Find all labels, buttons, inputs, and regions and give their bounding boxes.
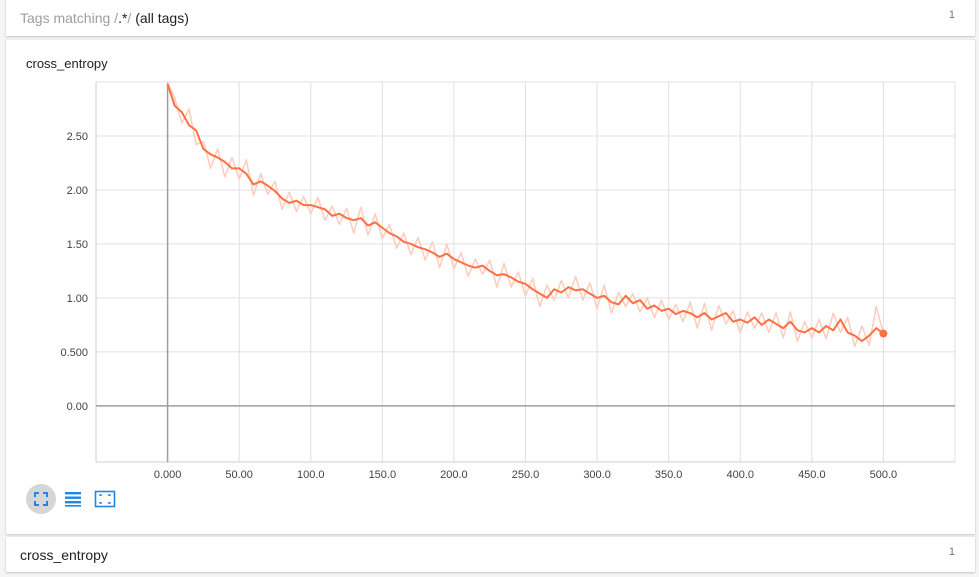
- y-tick-label: 2.00: [67, 185, 88, 197]
- x-tick-label: 450.0: [798, 469, 826, 481]
- expand-chart-icon: [34, 492, 48, 506]
- grid-lines: [95, 81, 956, 462]
- last-point-marker: [879, 329, 888, 338]
- x-tick-label: 350.0: [655, 469, 683, 481]
- x-tick-label: 0.000: [154, 469, 182, 481]
- raw-series-line: [166, 81, 885, 348]
- y-tick-label: 1.00: [67, 293, 88, 305]
- fit-domain-icon: [94, 490, 116, 508]
- raw-series: [166, 81, 885, 348]
- smoothed-series: [166, 83, 888, 343]
- y-tick-label: 2.50: [67, 131, 88, 143]
- smoothed-series-line: [166, 83, 885, 343]
- x-tick-label: 400.0: [726, 469, 754, 481]
- tag-filter-text[interactable]: Tags matching /.*/ (all tags): [20, 10, 189, 26]
- x-tick-label: 200.0: [440, 469, 468, 481]
- x-tick-label: 150.0: [369, 469, 397, 481]
- chart-axes: [95, 82, 955, 463]
- x-tick-label: 500.0: [870, 469, 898, 481]
- y-tick-label: 0.00: [67, 401, 88, 413]
- tick-labels: 0.00 0.500 1.00 1.50 2.00 2.50 0.000 50.00 100.0…: [60, 131, 897, 481]
- tag-group-header[interactable]: cross_entropy 1: [6, 537, 975, 572]
- tag-filter-pattern: .*: [118, 10, 128, 26]
- tag-group-count: 1: [948, 546, 955, 558]
- scalar-chart-card: 0.00 0.500 1.00 1.50 2.00 2.50 0.000 50.00 100.0…: [6, 40, 975, 534]
- expand-chart-button[interactable]: [26, 484, 56, 514]
- x-tick-label: 250.0: [512, 469, 540, 481]
- tag-filter-prefix: Tags matching /: [20, 10, 119, 26]
- tag-count: 1: [948, 9, 955, 21]
- x-tick-label: 100.0: [297, 469, 325, 481]
- tag-filter-suffix: /: [127, 10, 136, 26]
- tag-filter-bar: Tags matching /.*/ (all tags) 1: [6, 0, 975, 36]
- toggle-log-scale-icon: [65, 492, 81, 507]
- chart-plot[interactable]: 0.00 0.500 1.00 1.50 2.00 2.50 0.000 50.00 100.0…: [6, 40, 975, 534]
- tag-group-title: cross_entropy: [20, 547, 108, 563]
- y-tick-label: 1.50: [67, 239, 88, 251]
- y-tick-label: 0.500: [60, 347, 88, 359]
- toggle-log-scale-button[interactable]: [58, 484, 88, 514]
- chart-toolbar: [26, 484, 122, 514]
- tag-filter-all-tags: (all tags): [135, 10, 189, 26]
- x-tick-label: 300.0: [583, 469, 611, 481]
- chart-title: cross_entropy: [26, 56, 108, 71]
- x-tick-label: 50.00: [225, 469, 253, 481]
- fit-domain-button[interactable]: [90, 484, 120, 514]
